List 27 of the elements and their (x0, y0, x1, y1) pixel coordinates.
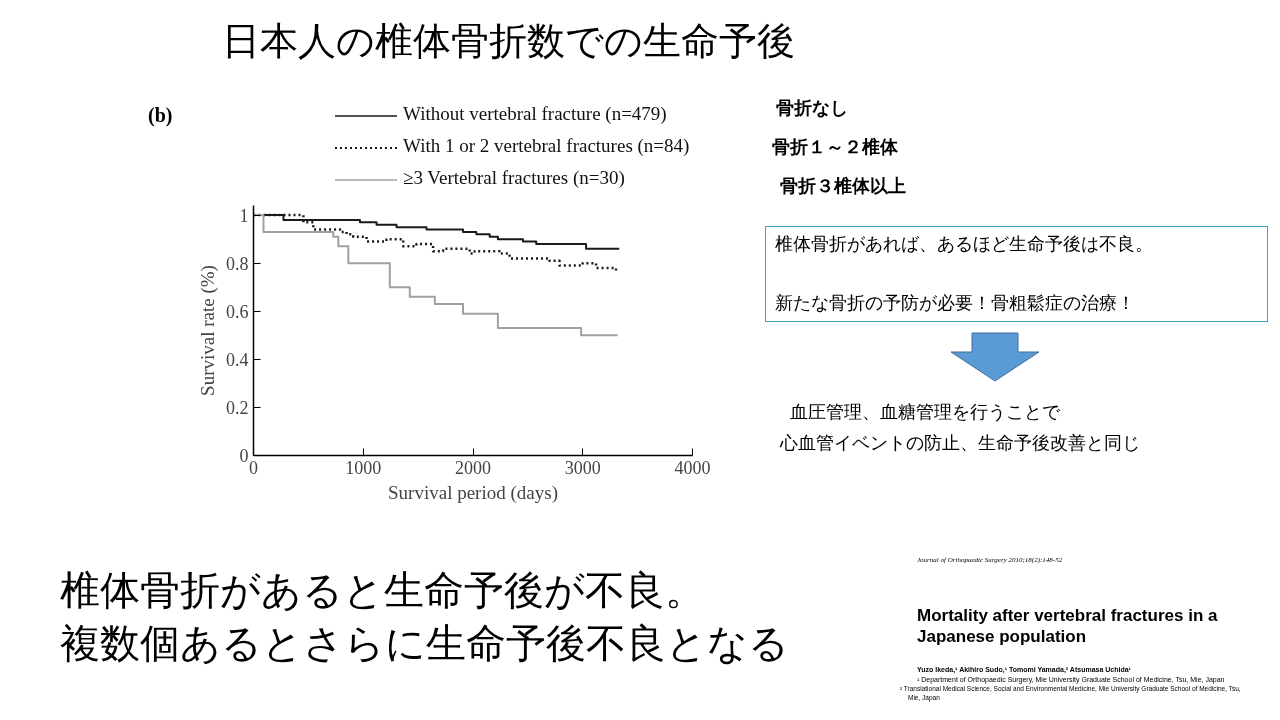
text: (b) (148, 104, 173, 127)
text: 椎体骨折があると生命予後が不良。 (60, 567, 705, 613)
text: 複数個あるとさらに生命予後不良となる (60, 620, 789, 666)
x-tick-label: 4000 (674, 457, 711, 478)
text: 椎体骨折があれば、あるほど生命予後は不良。 (775, 233, 1153, 255)
x-tick-label: 3000 (564, 457, 601, 478)
text: 骨折１～２椎体 (772, 136, 898, 158)
x-tick-label: 1000 (345, 457, 382, 478)
text: 血圧管理、血糖管理を行うことで (790, 401, 1060, 423)
text: 骨折なし (776, 97, 848, 119)
legend-label: Without vertebral fracture (n=479) (402, 102, 667, 126)
legend-label: ≥3 Vertebral fractures (n=30) (402, 166, 625, 190)
text: 骨折３椎体以上 (780, 175, 906, 197)
y-tick-label: 1 (239, 205, 249, 226)
text: 心血管イベントの防止、生命予後改善と同じ (780, 432, 1140, 454)
y-tick-label: 0.4 (226, 349, 249, 370)
y-tick-label: 0.2 (226, 397, 249, 418)
x-axis-title: Survival period (days) (388, 481, 558, 504)
x-tick-label: 2000 (455, 457, 491, 478)
y-axis-title: Survival rate (%) (197, 265, 219, 396)
y-tick-label: 0.6 (226, 301, 249, 322)
text: 新たな骨折の予防が必要！骨粗鬆症の治療！ (775, 292, 1135, 314)
legend-label: With 1 or 2 vertebral fractures (n=84) (402, 134, 690, 158)
chart-title: 日本人の椎体骨折数での生命予後 (222, 19, 795, 64)
text: Japanese population (917, 627, 1087, 647)
y-tick-label: 0.8 (226, 253, 249, 274)
text: Mortality after vertebral fractures in a (917, 606, 1218, 626)
